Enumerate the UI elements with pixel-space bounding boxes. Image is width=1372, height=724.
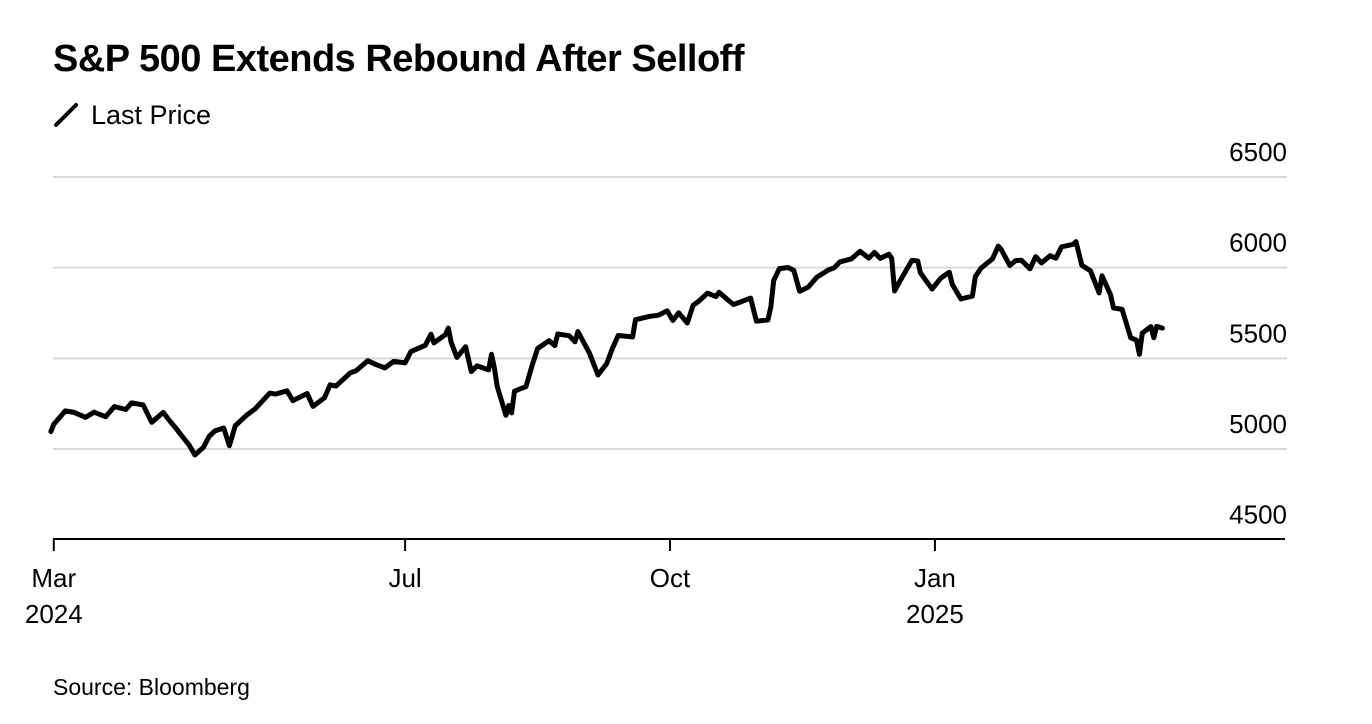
- y-tick-label: 6500: [1229, 137, 1287, 167]
- legend-line-icon: [54, 103, 78, 127]
- y-tick-label: 6000: [1229, 228, 1287, 258]
- x-tick-label: Jan: [914, 563, 956, 593]
- legend-label: Last Price: [91, 99, 212, 130]
- y-tick-label: 5000: [1229, 409, 1287, 439]
- legend: Last Price: [53, 98, 211, 132]
- x-tick-year-label: 2025: [906, 599, 964, 629]
- x-tick-label: Mar: [31, 563, 76, 593]
- y-tick-label: 4500: [1229, 500, 1287, 530]
- chart-title: S&P 500 Extends Rebound After Selloff: [53, 38, 744, 80]
- y-tick-label: 5500: [1229, 318, 1287, 348]
- y-axis-labels: 6500 6000 5500 5000 4500: [1229, 137, 1287, 530]
- series-group: [48, 239, 1165, 458]
- source-note: Source: Bloomberg: [53, 674, 250, 700]
- x-tick-label: Oct: [650, 563, 691, 593]
- x-tick-year-label: 2024: [25, 599, 83, 629]
- x-axis: Mar 2024 Jul Oct Jan 2025: [25, 538, 1285, 629]
- series-line-last-price: [48, 239, 1165, 458]
- x-tick-label: Jul: [388, 563, 421, 593]
